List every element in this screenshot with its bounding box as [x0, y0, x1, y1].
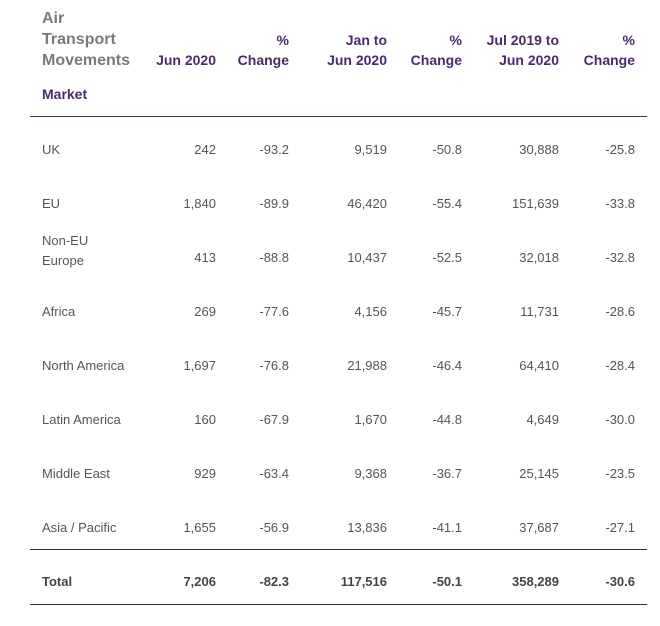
- value-cell: 4,649: [526, 412, 559, 427]
- value-cell: -56.9: [259, 520, 289, 535]
- table-title: Air Transport Movements: [42, 10, 131, 69]
- value-cell: -44.8: [432, 412, 462, 427]
- market-name: Total: [42, 574, 73, 589]
- market-name: Asia / Pacific: [42, 520, 117, 535]
- column-header: Jun 2020: [156, 52, 216, 68]
- value-cell: 32,018: [519, 250, 559, 265]
- market-name: UK: [42, 142, 61, 157]
- value-cell: 1,655: [183, 520, 216, 535]
- value-cell: 64,410: [519, 358, 559, 373]
- table-row: Africa 269 -77.6 4,156 -45.7 11,731 -28.6: [0, 285, 660, 339]
- value-cell: -76.8: [259, 358, 289, 373]
- value-cell: 21,988: [347, 358, 387, 373]
- value-cell: 117,516: [340, 574, 387, 589]
- value-cell: 1,697: [183, 358, 216, 373]
- market-name: Non-EU Europe: [42, 233, 89, 268]
- value-cell: -45.7: [432, 304, 462, 319]
- market-column-header: Market: [42, 86, 88, 102]
- value-cell: 13,836: [347, 520, 387, 535]
- value-cell: -33.8: [605, 196, 635, 211]
- value-cell: 413: [194, 250, 216, 265]
- value-cell: 1,670: [354, 412, 387, 427]
- value-cell: -41.1: [432, 520, 462, 535]
- market-name: Latin America: [42, 412, 121, 427]
- value-cell: -89.9: [259, 196, 289, 211]
- value-cell: -55.4: [432, 196, 462, 211]
- market-name: Middle East: [42, 466, 110, 481]
- column-header: Jan to Jun 2020: [327, 32, 387, 68]
- table-row: UK 242 -93.2 9,519 -50.8 30,888 -25.8: [0, 123, 660, 177]
- value-cell: -36.7: [432, 466, 462, 481]
- value-cell: -77.6: [259, 304, 289, 319]
- value-cell: 242: [194, 142, 216, 157]
- table-row: Asia / Pacific 1,655 -56.9 13,836 -41.1 37,68…: [0, 501, 660, 555]
- value-cell: 30,888: [519, 142, 559, 157]
- value-cell: -50.8: [432, 142, 462, 157]
- column-header: % Change: [583, 32, 635, 68]
- value-cell: 269: [194, 304, 216, 319]
- value-cell: -52.5: [432, 250, 462, 265]
- table-row: EU 1,840 -89.9 46,420 -55.4 151,639 -33.8: [0, 177, 660, 231]
- total-divider: [30, 549, 647, 550]
- value-cell: 160: [194, 412, 216, 427]
- value-cell: 4,156: [354, 304, 387, 319]
- value-cell: 9,519: [354, 142, 387, 157]
- value-cell: 929: [194, 466, 216, 481]
- value-cell: -67.9: [259, 412, 289, 427]
- column-header: % Change: [410, 32, 462, 68]
- total-row: Total 7,206 -82.3 117,516 -50.1 358,289 -30.6: [0, 555, 660, 609]
- value-cell: -46.4: [432, 358, 462, 373]
- value-cell: 7,206: [183, 574, 216, 589]
- value-cell: -82.3: [259, 574, 289, 589]
- table-row: Latin America 160 -67.9 1,670 -44.8 4,649 -30.…: [0, 393, 660, 447]
- value-cell: -27.1: [605, 520, 635, 535]
- value-cell: 11,731: [520, 304, 559, 319]
- value-cell: -63.4: [259, 466, 289, 481]
- value-cell: -88.8: [259, 250, 289, 265]
- value-cell: -93.2: [259, 142, 289, 157]
- value-cell: 151,639: [512, 196, 559, 211]
- market-name: EU: [42, 196, 61, 211]
- value-cell: 1,840: [183, 196, 216, 211]
- market-name: Africa: [42, 304, 76, 319]
- table-row: Middle East 929 -63.4 9,368 -36.7 25,145 -23.5: [0, 447, 660, 501]
- value-cell: 37,687: [519, 520, 559, 535]
- table-row: Non-EU Europe 413 -88.8 10,437 -52.5 32,018 -3…: [0, 231, 660, 285]
- value-cell: 10,437: [347, 250, 387, 265]
- value-cell: -28.6: [605, 304, 635, 319]
- value-cell: 46,420: [347, 196, 387, 211]
- value-cell: 358,289: [512, 574, 559, 589]
- value-cell: -28.4: [605, 358, 635, 373]
- value-cell: -23.5: [605, 466, 635, 481]
- value-cell: -30.6: [605, 574, 635, 589]
- market-name: North America: [42, 358, 125, 373]
- value-cell: -30.0: [605, 412, 635, 427]
- value-cell: -50.1: [432, 574, 462, 589]
- column-header: Jul 2019 to Jun 2020: [486, 32, 559, 68]
- column-header: % Change: [237, 32, 289, 68]
- table-bottom-border: [30, 604, 647, 605]
- table-row: North America 1,697 -76.8 21,988 -46.4 64,410…: [0, 339, 660, 393]
- value-cell: -32.8: [605, 250, 635, 265]
- header-divider: [30, 116, 647, 117]
- value-cell: 9,368: [354, 466, 387, 481]
- value-cell: -25.8: [605, 142, 635, 157]
- value-cell: 25,145: [519, 466, 559, 481]
